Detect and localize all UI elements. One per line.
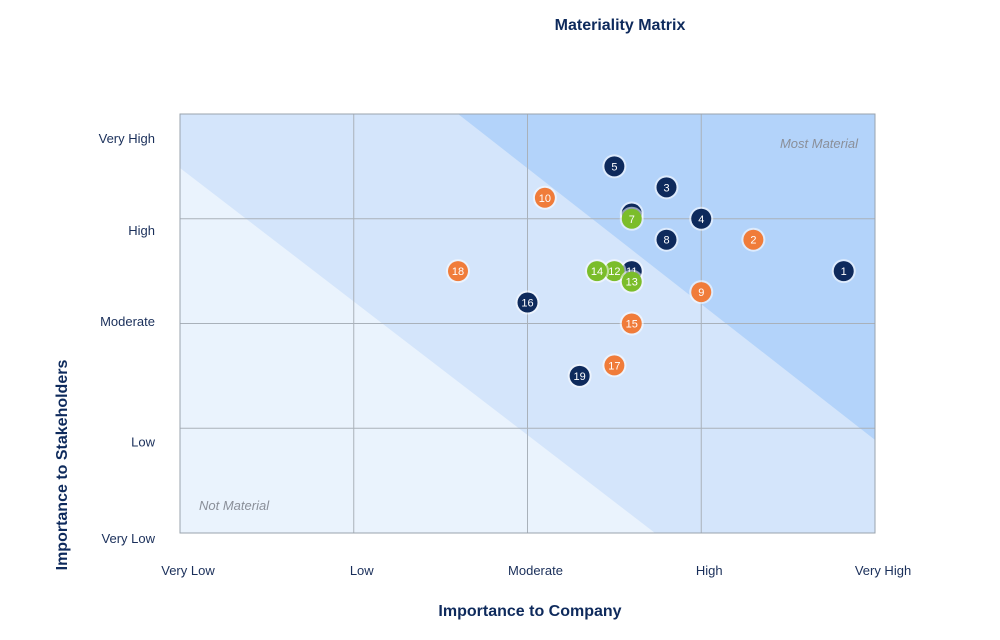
data-point-label: 12 [608,266,620,278]
data-point-marker [691,282,712,303]
data-point-label: 2 [750,235,756,247]
plot-border [179,113,876,534]
x-tick-label: Moderate [508,563,563,578]
data-point-14: 14 [585,259,609,284]
x-tick-label: High [696,563,723,578]
data-point-label: 5 [611,161,617,173]
zone-label-most-material: Most Material [780,136,859,151]
data-point-marker [621,313,642,334]
data-point-label: 4 [698,214,704,226]
x-tick-label: Very Low [161,563,215,578]
y-tick-label: Very High [99,131,155,146]
y-axis-tick-labels: Very Low Low Moderate High Very High [99,131,156,546]
x-tick-label: Very High [855,563,911,578]
y-axis-title: Importance to Stakeholders [54,360,71,571]
y-tick-label: Moderate [100,314,155,329]
data-point-label: 9 [698,287,704,299]
data-point-label: 19 [574,371,586,383]
data-point-marker [604,156,625,177]
data-point-marker [569,365,590,386]
data-point-8: 8 [654,227,679,252]
data-point-19: 19 [567,363,592,388]
data-point-17: 17 [602,353,627,378]
data-point-label: 10 [539,193,551,205]
data-point-2: 2 [741,227,766,252]
data-point-label: 14 [591,266,603,278]
data-point-marker [833,261,854,282]
data-point-18: 18 [446,259,470,284]
x-axis-title: Importance to Company [438,603,621,620]
grid-lines [180,114,875,533]
data-point-marker [534,187,555,208]
data-point-16: 16 [515,290,540,315]
data-point-label: 18 [452,266,464,278]
data-point-label: 17 [608,360,620,372]
plot-area: Most Material Not Material [179,113,876,534]
x-tick-label: Low [350,563,374,578]
data-point-marker [448,261,468,282]
data-point-9: 9 [689,280,714,305]
data-point-label: 7 [629,214,635,226]
data-point-7: 7 [619,206,644,231]
zone-most-material-band [458,114,875,440]
data-point-marker [656,229,677,250]
data-point-marker [587,261,607,282]
x-axis-tick-labels: Very Low Low Moderate High Very High [161,563,911,578]
zone-label-not-material: Not Material [199,498,270,513]
data-point-label: 16 [521,298,533,310]
y-tick-label: Low [131,435,155,450]
data-point-marker [691,208,712,229]
data-point-marker [604,261,625,282]
data-point-marker [517,292,538,313]
data-point-label: 15 [626,319,638,331]
y-tick-label: High [128,223,155,238]
data-point-5: 5 [602,154,627,179]
data-point-12: 12 [602,259,627,284]
data-point-marker [621,271,642,292]
data-point-3: 3 [654,175,679,200]
data-point-marker [656,177,677,198]
data-point-label: 3 [663,182,669,194]
data-point-marker [604,355,625,376]
data-point-label: 13 [626,277,638,289]
y-tick-label: Very Low [102,531,156,546]
data-point-1: 1 [831,259,856,284]
data-point-label: 1 [841,266,847,278]
data-point-10: 10 [532,185,557,210]
data-points: 12345678910111213141516171819 [446,154,856,388]
data-point-label: 8 [663,235,669,247]
data-point-4: 4 [689,206,714,231]
data-point-15: 15 [619,311,644,336]
data-point-13: 13 [619,269,644,294]
data-point-marker [621,208,642,229]
data-point-marker [743,229,764,250]
chart-title: Materiality Matrix [555,17,686,34]
